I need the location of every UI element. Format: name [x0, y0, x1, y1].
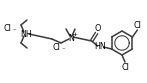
Text: Cl: Cl — [3, 23, 11, 33]
Text: +: + — [72, 32, 78, 37]
Text: HN: HN — [95, 42, 106, 50]
Text: O: O — [94, 23, 101, 33]
Text: Cl: Cl — [52, 42, 60, 51]
Text: ⁻: ⁻ — [61, 47, 65, 53]
Text: NH: NH — [20, 29, 32, 39]
Text: Cl: Cl — [121, 62, 129, 71]
Text: Cl: Cl — [133, 21, 141, 29]
Text: N: N — [68, 34, 74, 42]
Text: ⁻: ⁻ — [12, 28, 16, 34]
